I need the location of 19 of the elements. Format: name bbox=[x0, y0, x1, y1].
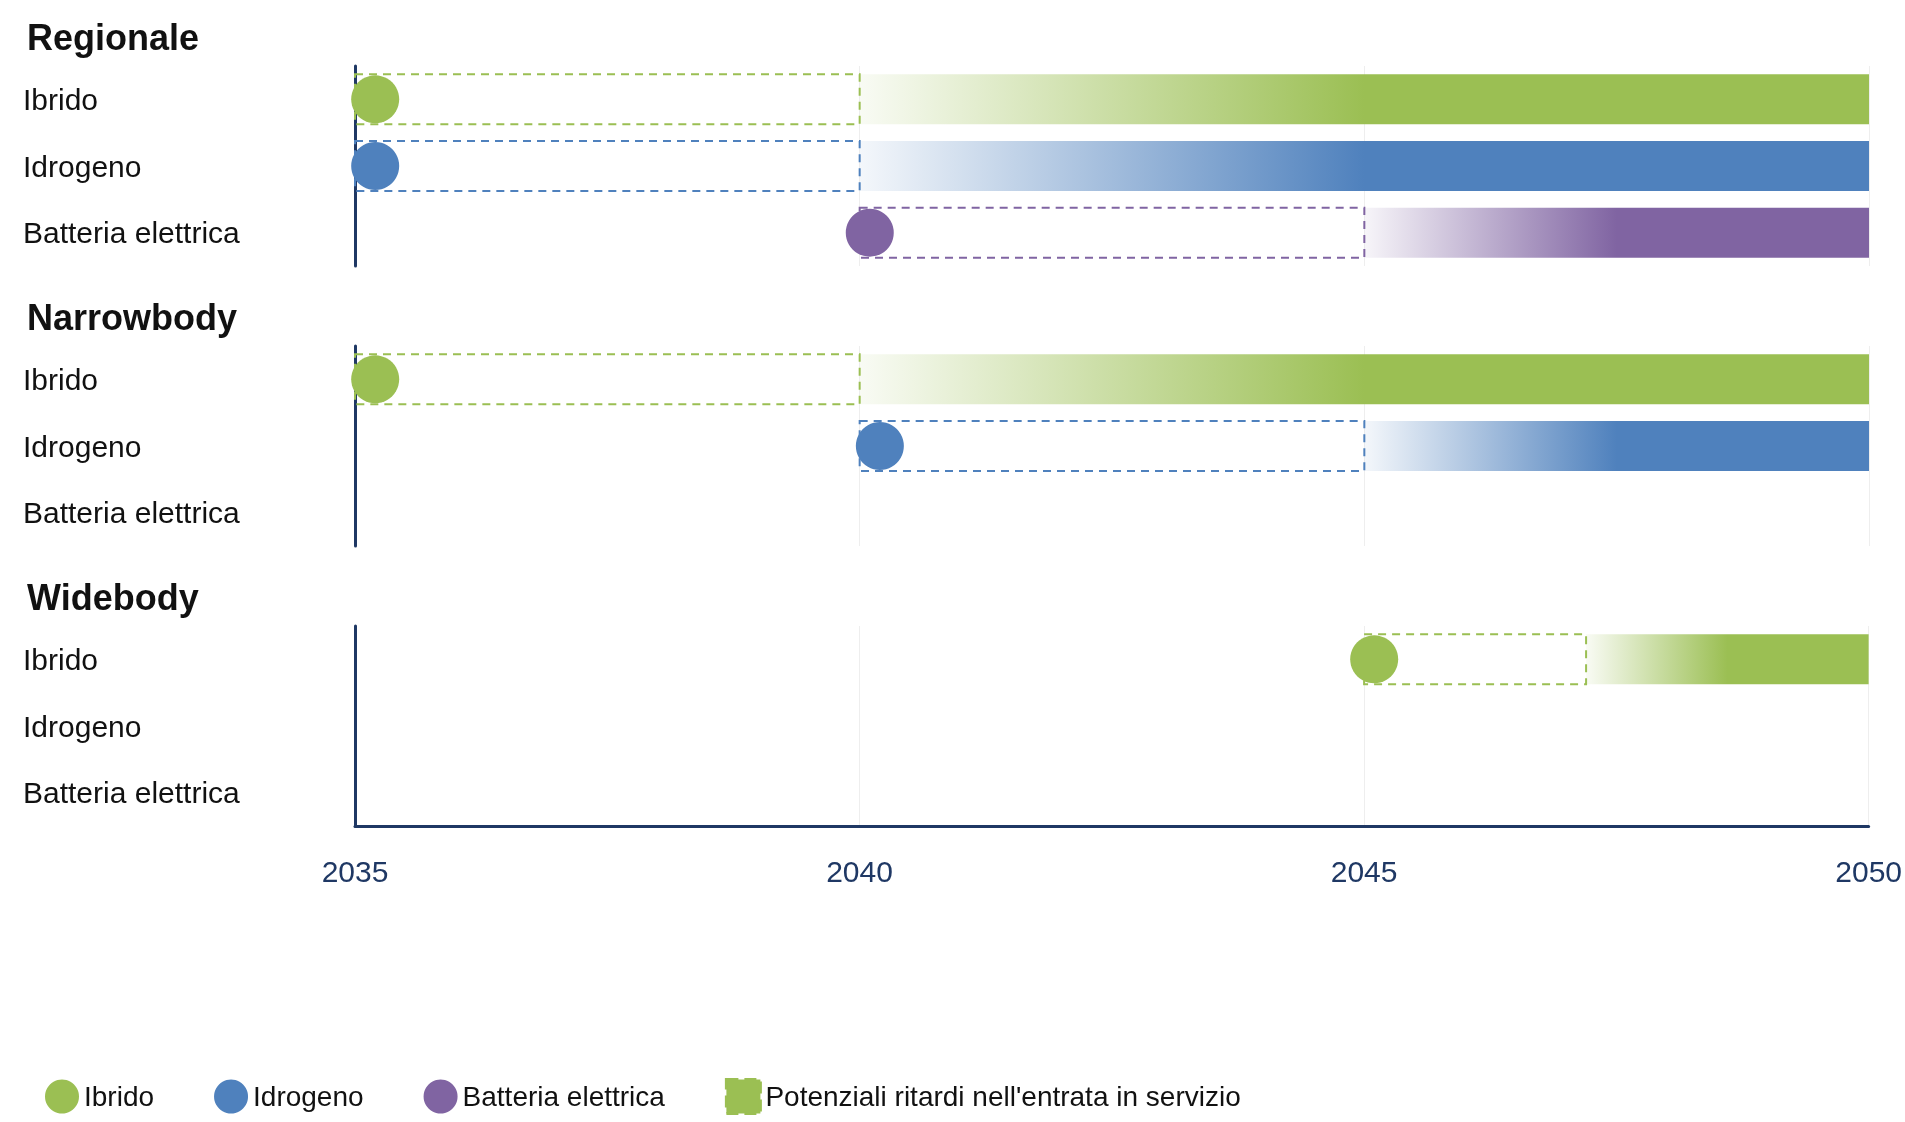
y-tick-label: Ibrido bbox=[23, 362, 99, 396]
y-tick-label: Idrogeno bbox=[23, 709, 142, 743]
x-tick-label: 2050 bbox=[1835, 854, 1903, 888]
chart-title: Narrowbody bbox=[27, 296, 238, 338]
y-tick-label: Ibrido bbox=[23, 642, 99, 676]
x-tick-label: 2045 bbox=[1330, 854, 1398, 888]
chart-title: Regionale bbox=[27, 16, 200, 58]
legend-label: Idrogeno bbox=[253, 1081, 364, 1112]
y-tick-label: Batteria elettrica bbox=[23, 216, 241, 250]
x-tick-label: 2035 bbox=[321, 854, 389, 888]
x-tick-label: 2040 bbox=[826, 854, 893, 888]
y-tick-label: Batteria elettrica bbox=[23, 776, 241, 810]
legend-label: Batteria elettrica bbox=[462, 1081, 666, 1112]
legend-label: Potenziali ritardi nell'entrata in servizio bbox=[765, 1081, 1241, 1112]
y-tick-label: Idrogeno bbox=[23, 149, 142, 183]
y-tick-label: Batteria elettrica bbox=[23, 496, 241, 530]
y-tick-label: Ibrido bbox=[23, 82, 99, 116]
y-tick-label: Idrogeno bbox=[23, 429, 142, 463]
chart-title: Widebody bbox=[27, 576, 199, 618]
